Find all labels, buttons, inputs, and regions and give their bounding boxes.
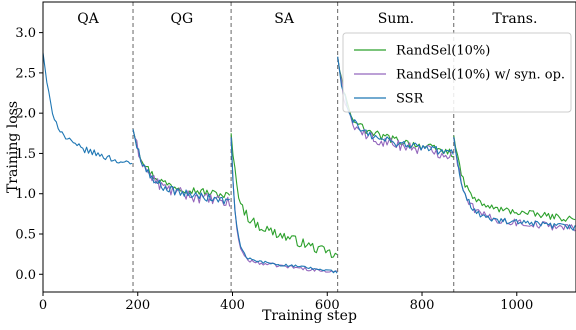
x-tick-label: 1000 [500,298,533,313]
legend-box [342,32,572,113]
legend-label: RandSel(10%) w/ syn. op. [396,68,565,83]
series-line [132,129,230,205]
y-tick-label: 0.5 [15,228,36,243]
task-label: Sum. [378,11,414,27]
x-tick-label: 0 [39,298,47,313]
y-tick-label: 0.0 [15,268,36,283]
series-line [453,137,576,232]
y-axis-label: Training loss [5,101,21,193]
series-line [132,129,231,199]
series-line [337,56,454,160]
x-tick-label: 800 [410,298,435,313]
task-label: Trans. [492,11,537,27]
x-tick-label: 400 [220,298,245,313]
task-label: SA [274,11,295,27]
series-line [230,137,338,273]
series-line [42,52,133,165]
y-tick-label: 2.0 [15,107,36,122]
task-label: QG [170,11,193,27]
series-lines [42,52,576,274]
y-tick-label: 3.0 [15,26,36,41]
task-separators: QA QG SA Sum. Trans. [77,2,537,292]
series-line [132,129,231,207]
series-line [230,137,338,274]
x-tick-label: 600 [315,298,340,313]
x-tick-label: 200 [125,298,150,313]
y-tick-label: 1.0 [15,187,36,202]
x-axis-label: Training step [262,308,357,324]
axis-ticks: 0 200 400 600 800 1000 0.0 0.5 1.0 1.5 2.0 2.5 3.0 [15,26,533,313]
series-line [337,56,454,155]
series-line [453,135,576,222]
y-tick-label: 2.5 [15,66,36,81]
legend-label: RandSel(10%) [396,44,490,59]
plot-frame [42,1,576,293]
legend-label: SSR [396,92,425,107]
task-label: QA [77,11,99,27]
series-line [230,133,338,258]
series-line [453,137,576,231]
y-tick-label: 1.5 [15,147,36,162]
legend: RandSel(10%) RandSel(10%) w/ syn. op. SSR [342,32,572,113]
